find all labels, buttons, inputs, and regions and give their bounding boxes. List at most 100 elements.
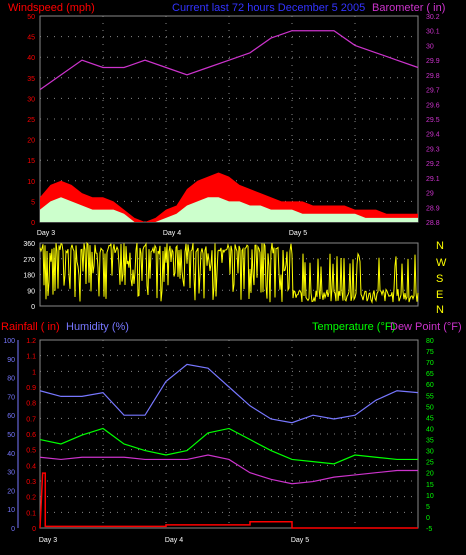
humidity-tick-label: 10 <box>7 507 15 514</box>
barometer-tick-label: 29.8 <box>426 73 440 80</box>
wind-tick-label: 10 <box>27 179 35 186</box>
humidity-tick-label: 50 <box>7 432 15 439</box>
humidity-tick-label: 30 <box>7 470 15 477</box>
wind-tick-label: 15 <box>27 158 35 165</box>
temperature-tick-label: 50 <box>426 404 434 411</box>
humidity-tick-label: 70 <box>7 394 15 401</box>
compass-w: W <box>436 257 447 269</box>
temperature-tick-label: 45 <box>426 415 434 422</box>
humidity-tick-label: 0 <box>11 526 15 533</box>
dewpoint-axis-title: Dew Point (°F) <box>390 321 462 333</box>
barometer-tick-label: 29.2 <box>426 161 440 168</box>
compass-n-bottom: N <box>436 304 444 316</box>
wind-barometer-panel: 0 5 10 15 20 25 30 35 40 45 50 28.8 28.9 29 29.1 29.2 29… <box>27 14 440 237</box>
rain-tick-label: 0.5 <box>26 448 36 455</box>
barometer-tick-label: 29.5 <box>426 117 440 124</box>
temperature-tick-label: 30 <box>426 449 434 456</box>
temperature-tick-label: 25 <box>426 460 434 467</box>
barometer-tick-label: 30.2 <box>426 14 440 21</box>
humidity-tick-label: 60 <box>7 413 15 420</box>
temperature-tick-label: 0 <box>426 515 430 522</box>
day-label: Day 3 <box>37 230 55 237</box>
humidity-tick-label: 40 <box>7 451 15 458</box>
rainfall-axis-title: Rainfall ( in) <box>1 321 60 333</box>
wind-tick-label: 25 <box>27 117 35 124</box>
humidity-line <box>39 363 419 424</box>
rain-tick-label: 0.6 <box>26 432 36 439</box>
barometer-tick-label: 29.6 <box>426 102 440 109</box>
direction-tick-label: 90 <box>27 288 35 295</box>
rain-tick-label: 1.2 <box>26 338 36 345</box>
temperature-tick-label: -5 <box>426 526 432 533</box>
wind-tick-label: 45 <box>27 35 35 42</box>
direction-tick-label: 0 <box>31 304 35 311</box>
barometer-tick-label: 29.4 <box>426 132 440 139</box>
direction-tick-label: 180 <box>23 273 35 280</box>
barometer-tick-label: 29.7 <box>426 88 440 95</box>
compass-s: S <box>436 273 443 285</box>
rainfall-line <box>39 472 418 529</box>
day-label: Day 4 <box>163 230 181 237</box>
rain-tick-label: 0 <box>32 526 36 533</box>
dewpoint-line <box>39 454 418 485</box>
wind-tick-label: 30 <box>27 96 35 103</box>
temperature-tick-label: 55 <box>426 393 434 400</box>
wind-direction-panel: 0 90 180 270 360 <box>23 241 419 311</box>
rain-tick-label: 0.8 <box>26 401 36 408</box>
rain-tick-label: 0.3 <box>26 479 36 486</box>
rain-tick-label: 0.7 <box>26 416 36 423</box>
day-label-bottom: Day 4 <box>165 537 183 544</box>
barometer-tick-label: 29.9 <box>426 58 440 65</box>
temperature-tick-label: 5 <box>426 504 430 511</box>
barometer-tick-label: 28.8 <box>426 220 440 227</box>
wind-tick-label: 20 <box>27 138 35 145</box>
barometer-axis-title: Barometer ( in) <box>372 2 445 14</box>
barometer-tick-label: 29.3 <box>426 146 440 153</box>
temperature-tick-label: 20 <box>426 471 434 478</box>
rain-tick-label: 0.9 <box>26 385 36 392</box>
temperature-tick-label: 35 <box>426 438 434 445</box>
barometer-line <box>39 30 419 91</box>
humidity-tick-label: 20 <box>7 488 15 495</box>
temperature-line <box>39 427 418 465</box>
wind-tick-label: 5 <box>31 199 35 206</box>
temperature-tick-label: 70 <box>426 360 434 367</box>
temperature-tick-label: 10 <box>426 493 434 500</box>
temperature-tick-label: 65 <box>426 371 434 378</box>
rain-tick-label: 0.1 <box>26 510 36 517</box>
humidity-tick-label: 80 <box>7 376 15 383</box>
direction-tick-label: 270 <box>23 257 35 264</box>
humidity-axis-title: Humidity (%) <box>66 321 129 333</box>
barometer-tick-label: 29.1 <box>426 176 440 183</box>
windspeed-axis-title: Windspeed (mph) <box>8 2 95 14</box>
day-label: Day 5 <box>289 230 307 237</box>
humidity-tick-label: 100 <box>3 338 15 345</box>
temperature-tick-label: 60 <box>426 382 434 389</box>
day-label-bottom: Day 5 <box>291 537 309 544</box>
temperature-axis-title: Temperature (°F) <box>312 321 395 333</box>
wind-tick-label: 35 <box>27 76 35 83</box>
compass-n-top: N <box>436 240 444 252</box>
temperature-tick-label: 80 <box>426 338 434 345</box>
rain-tick-label: 1.1 <box>26 354 36 361</box>
barometer-tick-label: 28.9 <box>426 205 440 212</box>
temperature-tick-label: 75 <box>426 349 434 356</box>
wind-tick-label: 0 <box>31 220 35 227</box>
temperature-tick-label: 40 <box>426 426 434 433</box>
humidity-tick-label: 90 <box>7 357 15 364</box>
barometer-tick-label: 30.1 <box>426 29 440 36</box>
rain-humidity-temp-panel: 010203040506070809010000.10.20.30.40.50.… <box>3 338 434 544</box>
gust-area <box>40 172 418 222</box>
rain-tick-label: 1 <box>32 369 36 376</box>
wind-tick-label: 40 <box>27 55 35 62</box>
direction-tick-label: 360 <box>23 241 35 248</box>
rain-tick-label: 0.2 <box>26 495 36 502</box>
barometer-tick-label: 29 <box>426 191 434 198</box>
wind-tick-label: 50 <box>27 14 35 21</box>
compass-e: E <box>436 289 443 301</box>
wind-direction-trace <box>39 241 419 304</box>
day-label-bottom: Day 3 <box>39 537 57 544</box>
temperature-tick-label: 15 <box>426 482 434 489</box>
avg-wind-area <box>40 197 418 222</box>
